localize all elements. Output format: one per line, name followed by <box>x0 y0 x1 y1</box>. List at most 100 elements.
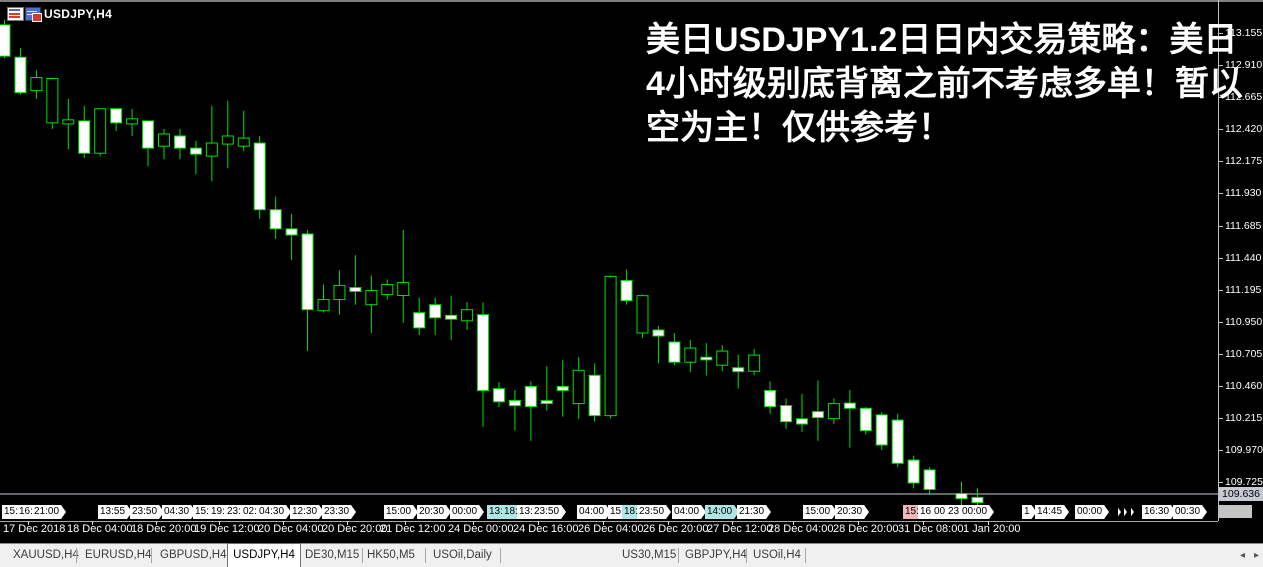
time-axis-label: 19 Dec 12:00 <box>194 523 260 535</box>
event-flag[interactable]: 00:00 <box>450 505 484 519</box>
candle-bear <box>285 228 298 236</box>
event-flag[interactable]: 20:30 <box>417 505 451 519</box>
event-flag[interactable]: 23:30 <box>322 505 356 519</box>
price-axis-tick <box>1218 418 1223 420</box>
tab-gbpusd-h4[interactable]: GBPUSD,H4 <box>160 549 227 561</box>
price-axis-label: 111.195 <box>1225 283 1262 296</box>
event-flag[interactable]: 12:30 <box>290 505 324 519</box>
candle-bull <box>126 118 139 125</box>
candle-bear <box>971 496 984 504</box>
event-flag[interactable]: 1 <box>1022 505 1037 519</box>
strategy-annotation-text[interactable]: 美日USDJPY1.2日日内交易策略：美日4小时级别底背离之前不考虑多单！暂以空… <box>646 21 1243 147</box>
price-axis-label: 112.175 <box>1225 155 1263 168</box>
event-flag[interactable]: 00:00 <box>1075 505 1109 519</box>
price-axis-tick <box>1218 321 1223 323</box>
tab-gbpjpy-h4[interactable]: GBPJPY,H4 <box>685 549 747 561</box>
candle-bear <box>508 399 521 407</box>
candle-bull <box>333 284 346 301</box>
candle-bull <box>365 290 378 306</box>
tab-separator <box>362 548 363 563</box>
time-axis-label: 24 Dec 16:00 <box>513 523 579 535</box>
tab-de30-m15[interactable]: DE30,M15 <box>305 549 360 561</box>
time-axis-line[interactable] <box>0 521 1218 522</box>
current-price-tag: 109.636 <box>1219 486 1263 501</box>
event-flag[interactable]: 20:30 <box>835 505 869 519</box>
price-axis-label: 111.930 <box>1225 187 1262 200</box>
event-flag[interactable]: 14:00 <box>705 505 739 519</box>
price-axis-label: 113.155 <box>1225 27 1263 39</box>
tab-separator <box>678 548 679 563</box>
candle-bear <box>652 329 665 337</box>
candle-bear <box>413 312 426 329</box>
event-flag[interactable]: 00:30 <box>1173 505 1207 519</box>
candle-bull <box>461 309 474 322</box>
candle-bear <box>524 385 537 408</box>
chart-symbol-title: USDJPY,H4 <box>44 7 113 21</box>
event-flag[interactable]: 14:45 <box>1035 505 1069 519</box>
time-axis-tick <box>347 521 348 525</box>
candle-bear <box>796 418 808 425</box>
price-axis-tick <box>1218 33 1223 34</box>
time-axis-label: 18 Dec 20:00 <box>131 523 197 535</box>
chart-canvas[interactable] <box>0 0 1218 521</box>
event-flag[interactable]: 16:30 <box>1142 505 1176 519</box>
price-axis-tick <box>1218 129 1223 131</box>
time-axis-tick <box>92 521 93 525</box>
event-flag[interactable] <box>1131 505 1134 519</box>
tab-separator <box>500 548 501 563</box>
price-axis-tick <box>1218 225 1223 227</box>
tabs-scroll-right-icon[interactable]: ▸ <box>1254 550 1260 561</box>
tab-usdjpy-h4[interactable]: USDJPY,H4 <box>227 543 301 567</box>
candle-bear <box>477 314 489 391</box>
tab-usoil-h4[interactable]: USOil,H4 <box>753 549 801 561</box>
tab-us30-m15[interactable]: US30,M15 <box>622 549 677 561</box>
candle-bear <box>110 108 123 124</box>
price-axis-label: 111.440 <box>1225 251 1262 264</box>
event-flag[interactable]: 23:50 <box>637 505 671 519</box>
event-flag[interactable]: 04:00 <box>672 505 706 519</box>
candle-bull <box>221 135 234 145</box>
price-axis-tick <box>1218 386 1223 388</box>
event-flag[interactable]: 23:50 <box>532 505 566 519</box>
event-flag[interactable]: 13:55 <box>98 505 132 519</box>
price-axis-tick <box>1218 65 1223 67</box>
time-axis-tick <box>156 521 157 525</box>
candle-bear <box>700 356 713 361</box>
event-flag[interactable] <box>1118 505 1121 519</box>
event-flag[interactable] <box>1124 505 1127 519</box>
price-axis-tick <box>1218 257 1223 259</box>
candle-bull <box>317 299 330 312</box>
time-axis-label: 27 Dec 12:00 <box>707 523 773 535</box>
event-flag[interactable]: 21:00 <box>32 505 66 519</box>
event-flag[interactable]: 23:50 <box>130 505 164 519</box>
tab-xauusd-h4[interactable]: XAUUSD,H4 <box>13 549 79 561</box>
chart-tab-bar: XAUUSD,H4 EURUSD,H4 GBPUSD,H4 USDJPY,H4 DE30… <box>0 543 1263 567</box>
time-axis-tick <box>473 521 474 525</box>
event-flag[interactable]: 00:00 <box>960 505 994 519</box>
candle-bull <box>604 275 617 417</box>
tabs-scroll-left-icon[interactable]: ◂ <box>1240 550 1246 561</box>
candle-bear <box>843 402 856 409</box>
event-flag[interactable]: 15:00 <box>803 505 837 519</box>
candle-bear <box>492 388 505 403</box>
candle-bear <box>253 142 266 211</box>
tab-eurusd-h4[interactable]: EURUSD,H4 <box>85 549 152 561</box>
price-axis-label: 110.705 <box>1225 347 1263 360</box>
time-axis-tick <box>668 521 669 525</box>
price-axis-line[interactable] <box>1218 0 1219 521</box>
event-flag[interactable]: 15:00 <box>384 505 418 519</box>
event-flag[interactable]: 04:00 <box>577 505 611 519</box>
candle-bull <box>684 347 697 363</box>
price-axis-label: 110.460 <box>1225 380 1263 393</box>
price-axis-tick <box>1218 161 1223 163</box>
event-flag[interactable]: 04:30 <box>162 505 196 519</box>
tab-separator <box>151 548 152 563</box>
candle-bear <box>780 405 793 423</box>
event-flag[interactable]: 21:30 <box>737 505 771 519</box>
tab-usoil-daily[interactable]: USOil,Daily <box>433 549 492 561</box>
chart-list-icon[interactable] <box>7 7 24 21</box>
event-flag[interactable]: 04:30 <box>257 505 291 519</box>
chart-window-icon[interactable] <box>25 7 42 22</box>
price-axis-label: 111.685 <box>1225 219 1262 232</box>
tab-hk50-m5[interactable]: HK50,M5 <box>367 549 415 561</box>
